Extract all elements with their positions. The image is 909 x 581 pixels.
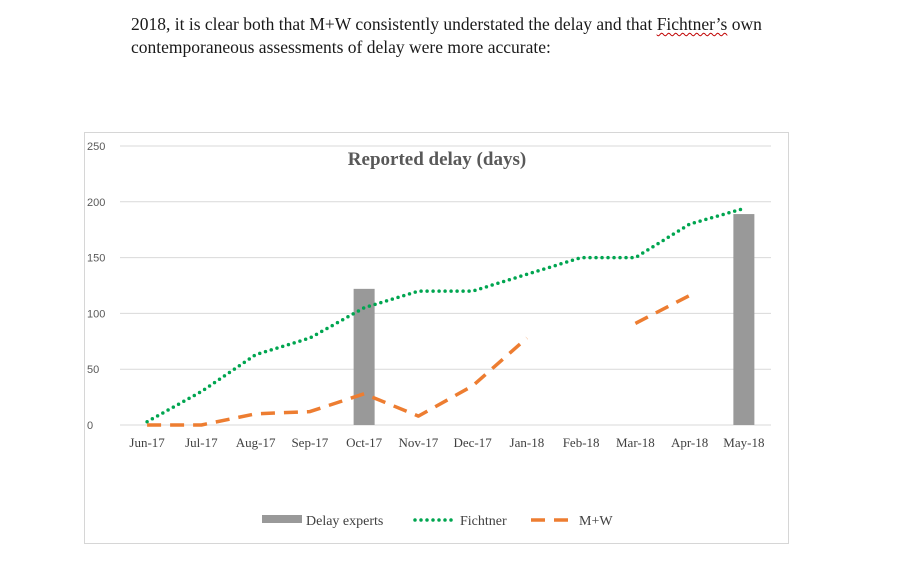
x-tick-label-apr-18: Apr-18 bbox=[671, 435, 708, 450]
legend-label-m-w: M+W bbox=[579, 514, 613, 529]
y-tick-label-200: 200 bbox=[87, 197, 105, 209]
y-tick-label-150: 150 bbox=[87, 253, 105, 265]
legend: Delay experts Fichtner M+W bbox=[262, 514, 613, 529]
x-tick-label-dec-17: Dec-17 bbox=[453, 435, 492, 450]
document-text: 2018, it is clear both that M+W consiste… bbox=[131, 13, 861, 59]
legend-label-fichtner: Fichtner bbox=[460, 514, 507, 529]
bar-series-delay-experts bbox=[353, 214, 755, 425]
bar-delay-experts-may-18 bbox=[733, 214, 755, 425]
legend-label-delay-experts: Delay experts bbox=[306, 514, 383, 529]
paragraph-line-1-end: own bbox=[727, 14, 762, 34]
paragraph-line-1: 2018, it is clear both that M+W consiste… bbox=[131, 13, 861, 36]
x-axis-ticks: Jun-17 Jul-17 Aug-17 Sep-17 Oct-17 Nov-17 Dec-… bbox=[129, 435, 764, 450]
spellcheck-flagged-word[interactable]: Fichtner’s bbox=[656, 14, 728, 34]
line-fichtner-segment-1 bbox=[145, 206, 746, 424]
legend-swatch-delay-experts bbox=[262, 515, 302, 523]
bar-delay-experts-oct-17 bbox=[353, 288, 375, 425]
x-tick-label-aug-17: Aug-17 bbox=[236, 435, 276, 450]
line-m-w-segment-2 bbox=[634, 293, 691, 325]
x-tick-label-nov-17: Nov-17 bbox=[399, 435, 439, 450]
x-tick-label-may-18: May-18 bbox=[723, 435, 764, 450]
chart-frame[interactable] bbox=[84, 132, 789, 544]
line-series bbox=[145, 206, 746, 427]
y-tick-label-0: 0 bbox=[87, 420, 93, 432]
x-tick-label-feb-18: Feb-18 bbox=[563, 435, 600, 450]
paragraph-line-2: contemporaneous assessments of delay wer… bbox=[131, 37, 551, 57]
x-tick-label-sep-17: Sep-17 bbox=[291, 435, 328, 450]
gridlines bbox=[120, 145, 771, 426]
paragraph-line-1-start: 2018, it is clear both that M+W consiste… bbox=[131, 14, 657, 34]
x-tick-label-jun-17: Jun-17 bbox=[129, 435, 165, 450]
y-tick-label-250: 250 bbox=[87, 141, 105, 153]
x-tick-label-mar-18: Mar-18 bbox=[616, 435, 655, 450]
line-m-w-segment-1 bbox=[147, 336, 529, 427]
chart-title: Reported delay (days) bbox=[348, 149, 526, 170]
y-tick-label-50: 50 bbox=[87, 364, 99, 376]
y-tick-label-100: 100 bbox=[87, 308, 105, 320]
x-tick-label-oct-17: Oct-17 bbox=[346, 435, 383, 450]
x-tick-label-jul-17: Jul-17 bbox=[185, 435, 218, 450]
y-axis-ticks: 0 50 100 150 200 250 bbox=[87, 141, 105, 432]
x-tick-label-jan-18: Jan-18 bbox=[510, 435, 545, 450]
